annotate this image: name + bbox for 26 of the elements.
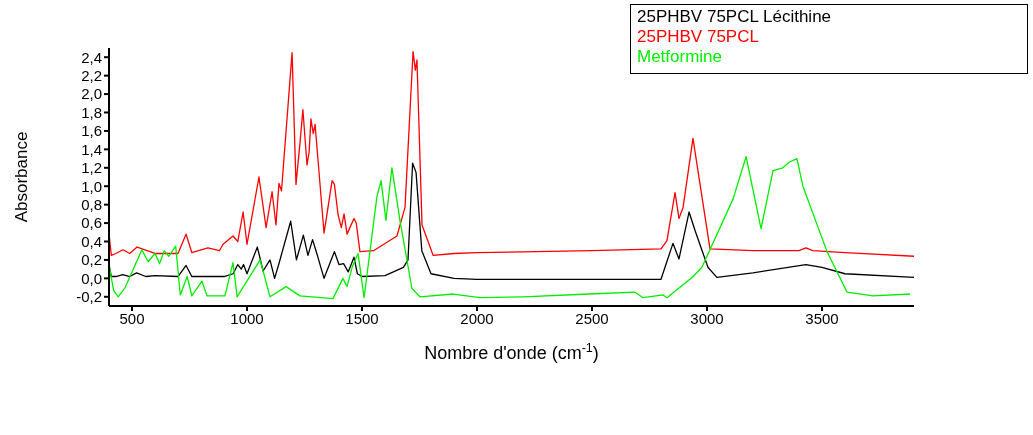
line-series	[109, 156, 911, 300]
x-tick-label: 3500	[805, 309, 839, 327]
y-tick-label: 2,4	[81, 48, 102, 66]
y-tick-label: -0,2	[76, 288, 102, 306]
x-tick-label: 1500	[345, 309, 379, 327]
x-axis-title: Nombre d'onde (cm$^{-1}$)	[424, 341, 599, 363]
y-tick-label: 0,6	[81, 214, 102, 232]
x-tick-label: 2500	[575, 309, 609, 327]
y-axis-title: Absorbance	[12, 131, 31, 223]
y-tick-label: 1,2	[81, 159, 102, 177]
x-tick-label: 3000	[690, 309, 724, 327]
y-tick-label: 0,8	[81, 195, 102, 213]
y-tick-label: 2,0	[81, 85, 102, 103]
y-tick-label: 0,0	[81, 269, 102, 287]
x-tick-label: 500	[119, 309, 145, 327]
x-tick-label: 1000	[230, 309, 264, 327]
y-tick-label: 1,8	[81, 103, 102, 121]
y-tick-label: 1,4	[81, 140, 102, 158]
x-tick-label: 2000	[460, 309, 494, 327]
line-series	[109, 51, 914, 257]
y-tick-label: 1,6	[81, 122, 102, 140]
y-tick-label: 2,2	[81, 66, 102, 84]
y-tick-label: 1,0	[81, 177, 102, 195]
y-tick-label: 0,4	[81, 232, 102, 250]
y-tick-label: 0,2	[81, 251, 102, 269]
legend-box: 25PHBV 75PCL Lécithine 25PHBV 75PCL Metformine	[630, 4, 1028, 74]
